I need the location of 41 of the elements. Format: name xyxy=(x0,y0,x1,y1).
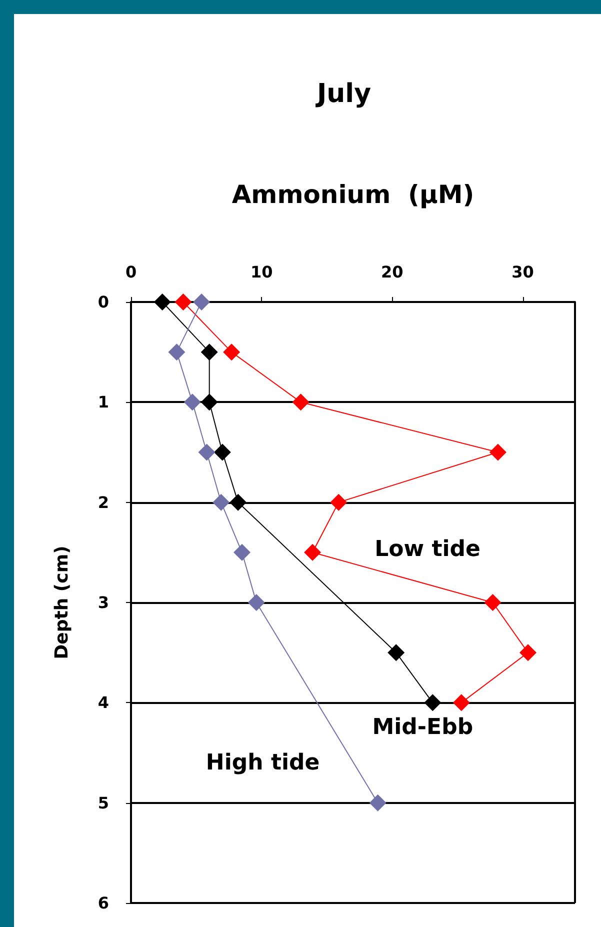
y-tick-label: 0 xyxy=(98,292,109,312)
x-tick-label: 20 xyxy=(381,262,404,282)
series-label: Mid-Ebb xyxy=(372,715,474,740)
chart-title: July xyxy=(314,79,372,109)
point xyxy=(330,494,348,511)
point xyxy=(193,294,210,310)
point xyxy=(304,544,322,561)
point xyxy=(154,294,171,310)
y-tick-label: 5 xyxy=(98,793,109,812)
x-tick-label: 10 xyxy=(250,262,273,282)
x-axis-title: Ammonium (µM) xyxy=(232,180,474,209)
point xyxy=(369,794,386,812)
y-tick-label: 6 xyxy=(98,894,109,912)
point xyxy=(168,344,186,361)
y-tick-label: 2 xyxy=(98,492,109,512)
point xyxy=(484,594,502,611)
point xyxy=(223,344,240,361)
series-label: Low tide xyxy=(374,536,480,562)
point xyxy=(424,694,442,712)
point xyxy=(230,494,247,511)
point xyxy=(200,394,218,411)
y-tick-label: 4 xyxy=(98,693,109,712)
x-tick-label: 0 xyxy=(125,262,137,282)
point xyxy=(234,544,250,561)
point xyxy=(212,494,230,511)
point xyxy=(248,594,265,611)
point xyxy=(174,294,192,310)
x-tick-label: 30 xyxy=(512,262,534,282)
point xyxy=(200,344,218,361)
y-tick-label: 1 xyxy=(98,392,109,412)
point xyxy=(292,394,310,411)
y-axis-title: Depth (cm) xyxy=(52,546,72,660)
point xyxy=(452,694,470,712)
point xyxy=(214,444,231,461)
point xyxy=(519,644,536,662)
point xyxy=(198,444,216,461)
y-tick-label: 3 xyxy=(98,593,109,612)
series-label: High tide xyxy=(206,750,320,776)
point xyxy=(388,644,405,662)
point xyxy=(184,394,201,411)
point xyxy=(489,444,506,461)
